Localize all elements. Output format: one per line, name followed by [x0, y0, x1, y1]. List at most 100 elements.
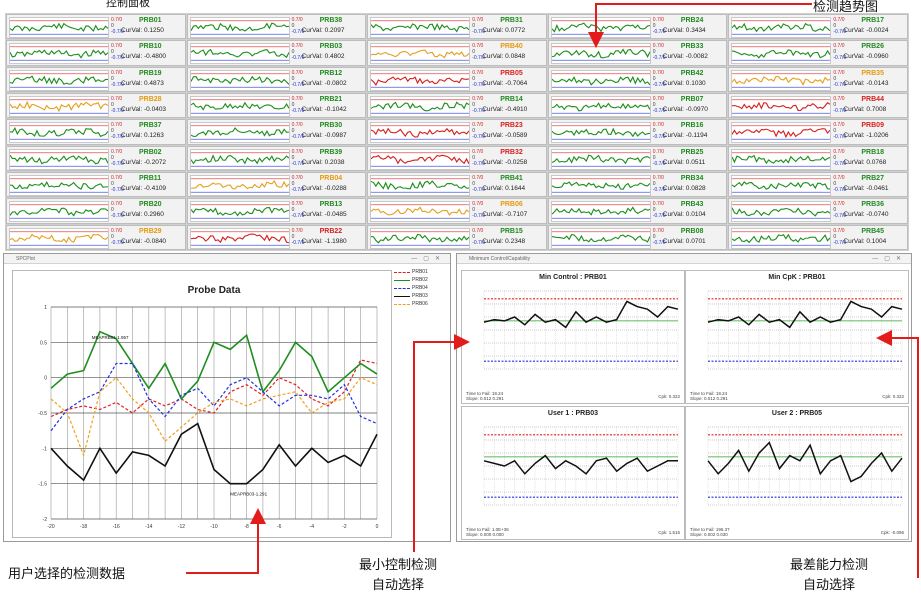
zero-label: 0 [111, 233, 114, 240]
probe-tile[interactable]: 0.7/0 0 -0.7/0 PRB11 CurVal: -0.4109 [6, 172, 186, 198]
window-titlebar[interactable]: SPCPlot —▢✕ [4, 254, 450, 264]
probe-tile[interactable]: 0.7/0 0 -0.7/0 PRB31 CurVal: 0.0772 [367, 14, 547, 40]
probe-name: PRB33 [680, 43, 704, 51]
probe-tile[interactable]: 0.7/0 0 -0.7/0 PRB33 CurVal: -0.0082 [547, 40, 728, 66]
probe-name: PRB30 [319, 122, 343, 130]
window-controls[interactable]: —▢✕ [872, 256, 907, 262]
upper-limit: 0.7/0 [111, 227, 123, 234]
probe-tile[interactable]: 0.7/0 0 -0.7/0 PRB07 CurVal: -0.0970 [547, 93, 728, 119]
probe-tile[interactable]: 0.7/0 0 -0.7/0 PRB18 CurVal: 0.0768 [728, 145, 908, 171]
lower-limit: -0.7/0 [833, 81, 847, 88]
probe-tile[interactable]: 0.7/0 0 -0.7/0 PRB03 CurVal: 0.4802 [186, 40, 367, 66]
lower-limit: -0.7/0 [291, 29, 305, 35]
probe-tile[interactable]: 0.7/0 0 -0.7/0 PRB32 CurVal: -0.0258 [367, 145, 547, 171]
sparkline-trace [190, 179, 289, 190]
probe-tile[interactable]: 0.7/0 0 -0.7/0 PRB21 CurVal: -0.1042 [186, 93, 367, 119]
probe-current-value: CurVal: -0.0960 [843, 53, 889, 61]
probe-tile[interactable]: 0.7/0 0 -0.7/0 PRB23 CurVal: -0.0589 [367, 119, 547, 145]
probe-tile[interactable]: 0.7/0 0 -0.7/0 PRB44 CurVal: 0.7008 [728, 93, 908, 119]
probe-tile[interactable]: 0.7/0 0 -0.7/0 PRB20 CurVal: 0.2960 [6, 198, 186, 224]
probe-tile[interactable]: 0.7/0 0 -0.7/0 PRB09 CurVal: -1.0206 [728, 119, 908, 145]
sparkline [731, 17, 832, 38]
probe-tile[interactable]: 0.7/0 0 -0.7/0 PRB43 CurVal: 0.0104 [547, 198, 728, 224]
series-line-prb01 [50, 359, 378, 418]
probe-tile[interactable]: 0.7/0 0 -0.7/0 PRB14 CurVal: -0.4910 [367, 93, 547, 119]
tile-limits: 0.7/0 0 -0.7/0 [291, 17, 305, 35]
upper-limit: 0.7/0 [291, 148, 303, 155]
probe-tile[interactable]: 0.7/0 0 -0.7/0 PRB12 CurVal: -0.0802 [186, 66, 367, 92]
probe-tile[interactable]: 0.7/0 0 -0.7/0 PRB45 CurVal: 0.1004 [728, 224, 908, 250]
zero-label: 0 [472, 154, 475, 161]
probe-tile[interactable]: 0.7/0 0 -0.7/0 PRB37 CurVal: 0.1263 [6, 119, 186, 145]
sparkline-trace [10, 127, 108, 138]
lower-limit: -0.7/0 [111, 239, 124, 246]
control-chart-panel[interactable]: User 2 : PRB05 Time to Fail: 196.37 Slope:… [685, 406, 909, 540]
legend-item[interactable]: PRB04 [394, 284, 446, 292]
lower-limit: -0.7/0 [833, 29, 847, 35]
probe-tile[interactable]: 0.7/0 0 -0.7/0 PRB28 CurVal: -0.0403 [6, 93, 186, 119]
probe-tile[interactable]: 0.7/0 0 -0.7/0 PRB01 CurVal: 0.1250 [6, 14, 186, 40]
sparkline-trace [190, 153, 289, 165]
probe-name: PRB01 [139, 17, 162, 24]
probe-tile[interactable]: 0.7/0 0 -0.7/0 PRB36 CurVal: -0.0740 [728, 198, 908, 224]
probe-tile[interactable]: 0.7/0 0 -0.7/0 PRB38 CurVal: 0.2097 [186, 14, 367, 40]
sparkline [9, 69, 109, 91]
probe-tile[interactable]: 0.7/0 0 -0.7/0 PRB13 CurVal: -0.0485 [186, 198, 367, 224]
probe-tile[interactable]: 0.7/0 0 -0.7/0 PRB39 CurVal: 0.2038 [186, 145, 367, 171]
probe-tile[interactable]: 0.7/0 0 -0.7/0 PRB05 CurVal: -0.7064 [367, 66, 547, 92]
sparkline [550, 175, 651, 196]
probe-current-value: CurVal: 0.0768 [843, 158, 887, 166]
probe-tile[interactable]: 0.7/0 0 -0.7/0 PRB41 CurVal: 0.1644 [367, 172, 547, 198]
probe-tile[interactable]: 0.7/0 0 -0.7/0 PRB10 CurVal: -0.4800 [6, 40, 186, 66]
probe-tile[interactable]: 0.7/0 0 -0.7/0 PRB17 CurVal: -0.0024 [728, 14, 908, 40]
control-chart-panel[interactable]: Min Control : PRB01 Time to Fail: 19.24 Sl… [461, 270, 685, 404]
probe-current-value: CurVal: -0.4910 [482, 106, 528, 113]
probe-tile[interactable]: 0.7/0 0 -0.7/0 PRB16 CurVal: -0.1194 [547, 119, 728, 145]
probe-tile[interactable]: 0.7/0 0 -0.7/0 PRB25 CurVal: 0.0511 [547, 145, 728, 171]
probe-tile[interactable]: 0.7/0 0 -0.7/0 PRB04 CurVal: -0.0288 [186, 172, 367, 198]
probe-tile[interactable]: 0.7/0 0 -0.7/0 PRB34 CurVal: 0.0828 [547, 172, 728, 198]
probe-tile[interactable]: 0.7/0 0 -0.7/0 PRB30 CurVal: -0.0987 [186, 119, 367, 145]
control-chart-panel[interactable]: User 1 : PRB03 Time to Fail: 1.0E+36 Slope… [461, 406, 685, 540]
control-chart-panel[interactable]: Min CpK : PRB01 Time to Fail: 19.24 Slope:… [685, 270, 909, 404]
probe-tile[interactable]: 0.7/0 0 -0.7/0 PRB35 CurVal: -0.0143 [728, 66, 908, 92]
sparkline-trace [551, 127, 650, 138]
slope: Slope: 0.002 0.030 [690, 532, 728, 537]
probe-name: PRB21 [319, 96, 343, 103]
upper-limit: 0.7/0 [833, 17, 845, 23]
probe-tile[interactable]: 0.7/0 0 -0.7/0 PRB02 CurVal: -0.2072 [6, 145, 186, 171]
probe-name: PRB12 [319, 69, 343, 77]
legend-item[interactable]: PRB01 [394, 268, 446, 276]
probe-tile[interactable]: 0.7/0 0 -0.7/0 PRB27 CurVal: -0.0461 [728, 172, 908, 198]
probe-tile[interactable]: 0.7/0 0 -0.7/0 PRB42 CurVal: 0.1030 [547, 66, 728, 92]
upper-limit: 0.7/0 [833, 69, 845, 76]
lower-limit: -0.7/0 [652, 55, 666, 62]
probe-tile[interactable]: 0.7/0 0 -0.7/0 PRB29 CurVal: -0.0840 [6, 224, 186, 250]
arrow-min-control [413, 334, 470, 552]
zero-label: 0 [652, 49, 656, 56]
tile-limits: 0.7/0 0 -0.7/0 [111, 175, 124, 193]
zero-label: 0 [472, 233, 475, 240]
sparkline [189, 175, 290, 196]
sparkline [189, 122, 290, 144]
probe-tile[interactable]: 0.7/0 0 -0.7/0 PRB40 CurVal: 0.0848 [367, 40, 547, 66]
probe-tile[interactable]: 0.7/0 0 -0.7/0 PRB22 CurVal: -1.1980 [186, 224, 367, 250]
lower-limit: -0.7/0 [291, 55, 305, 62]
legend-item[interactable]: PRB02 [394, 276, 446, 284]
upper-limit: 0.7/0 [291, 175, 303, 181]
probe-tile[interactable]: 0.7/0 0 -0.7/0 PRB26 CurVal: -0.0960 [728, 40, 908, 66]
sparkline [370, 43, 471, 65]
window-titlebar[interactable]: Minimum Control/Capability —▢✕ [457, 254, 911, 264]
legend-item[interactable]: PRB03 [394, 292, 446, 300]
probe-tile[interactable]: 0.7/0 0 -0.7/0 PRB19 CurVal: 0.4873 [6, 66, 186, 92]
probe-tile[interactable]: 0.7/0 0 -0.7/0 PRB15 CurVal: 0.2348 [367, 224, 547, 250]
probe-name: PRB36 [861, 201, 884, 209]
probe-tile[interactable]: 0.7/0 0 -0.7/0 PRB06 CurVal: -0.7107 [367, 198, 547, 224]
annotation-trend: 检测趋势图 [813, 0, 879, 14]
legend-item[interactable]: PRB06 [394, 300, 446, 308]
probe-tile[interactable]: 0.7/0 0 -0.7/0 PRB08 CurVal: 0.0701 [547, 224, 728, 250]
probe-tile[interactable]: 0.7/0 0 -0.7/0 PRB24 CurVal: 0.3434 [547, 14, 728, 40]
window-controls[interactable]: —▢✕ [411, 256, 446, 262]
probe-name: PRB38 [319, 17, 343, 24]
control-series-line [707, 300, 903, 329]
